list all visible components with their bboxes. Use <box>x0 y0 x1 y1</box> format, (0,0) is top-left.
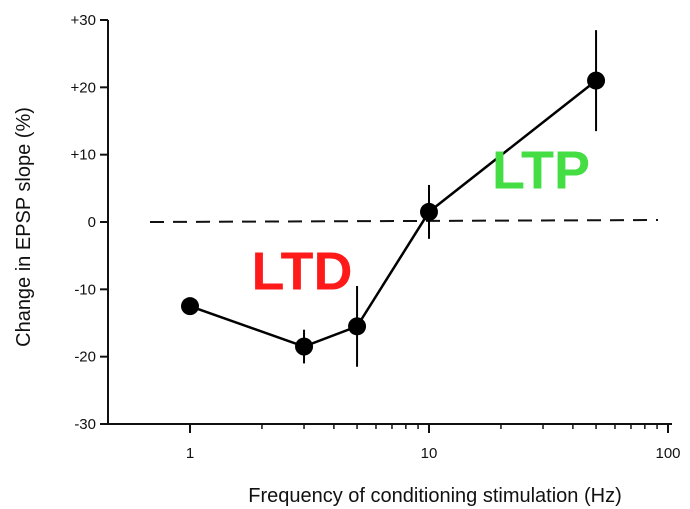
x-tick-label: 1 <box>186 445 194 462</box>
annotation-ltp: LTP <box>492 140 590 200</box>
data-point <box>295 337 314 356</box>
y-tick-label: -20 <box>74 349 96 366</box>
y-tick-label: -10 <box>74 281 96 298</box>
data-point <box>587 71 606 90</box>
series-layer <box>181 30 606 367</box>
reference-line-layer <box>149 219 659 223</box>
x-tick-label: 100 <box>655 445 680 462</box>
zero-reference-line <box>149 219 659 223</box>
y-tick-label: 0 <box>88 214 96 231</box>
y-tick-label: +10 <box>71 147 96 164</box>
x-tick-label: 10 <box>421 445 438 462</box>
y-axis-title: Change in EPSP slope (%) <box>13 107 35 347</box>
y-tick-label: -30 <box>74 416 96 433</box>
x-axis-title: Frequency of conditioning stimulation (H… <box>248 485 622 507</box>
data-point <box>420 202 438 221</box>
y-tick-label: +30 <box>71 12 96 29</box>
annotation-ltd: LTD <box>252 241 353 301</box>
series-line <box>189 79 597 348</box>
y-tick-label: +20 <box>71 79 96 96</box>
annotation-layer: LTD LTP <box>252 140 590 301</box>
data-point <box>348 317 367 336</box>
axes: +30 +20 +10 0 -10 -20 -30 1 10 100 <box>71 12 681 462</box>
data-point <box>181 297 199 316</box>
